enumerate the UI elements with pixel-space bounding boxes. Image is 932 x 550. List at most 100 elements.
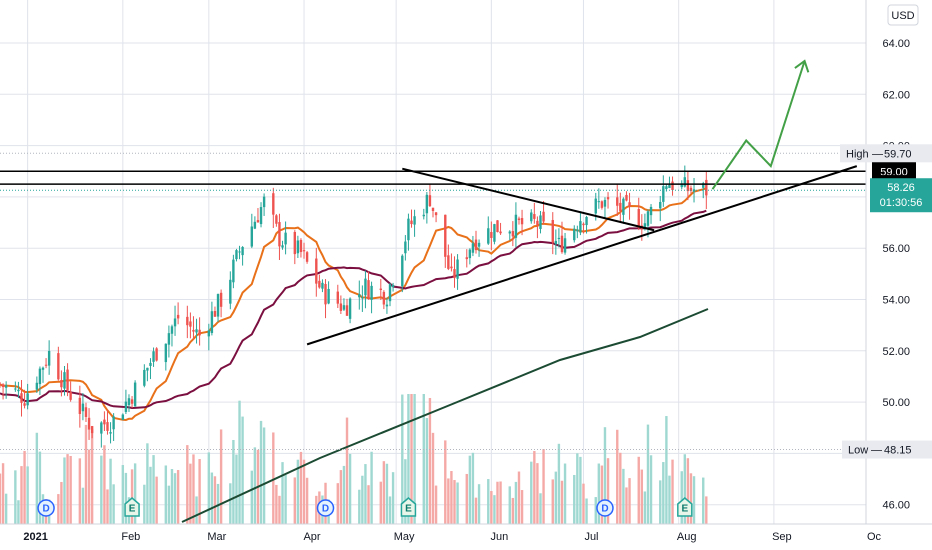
candle-body[interactable]: [646, 211, 650, 226]
candle-body[interactable]: [382, 291, 386, 305]
candle-body[interactable]: [238, 251, 241, 253]
candle-body[interactable]: [1, 384, 5, 388]
candle-body[interactable]: [370, 285, 373, 300]
candle-body[interactable]: [321, 282, 324, 289]
candle-body[interactable]: [499, 231, 502, 234]
candle-body[interactable]: [391, 284, 395, 287]
candle-body[interactable]: [385, 304, 389, 307]
earnings-marker[interactable]: [677, 497, 693, 517]
candle-body[interactable]: [152, 351, 155, 362]
dividend-marker[interactable]: [596, 499, 614, 517]
candle-body[interactable]: [90, 426, 94, 434]
candle-body[interactable]: [63, 372, 66, 389]
candle-body[interactable]: [207, 330, 211, 337]
candle-body[interactable]: [256, 220, 260, 223]
candle-body[interactable]: [705, 179, 708, 196]
candle-body[interactable]: [358, 294, 361, 298]
candle-body[interactable]: [318, 280, 321, 288]
candle-body[interactable]: [539, 215, 542, 229]
candle-body[interactable]: [192, 329, 195, 332]
candle-body[interactable]: [557, 237, 561, 240]
currency-button[interactable]: [887, 4, 919, 26]
candle-body[interactable]: [603, 199, 607, 207]
candle-body[interactable]: [388, 284, 392, 302]
candle-body[interactable]: [683, 177, 687, 187]
candle-body[interactable]: [262, 196, 266, 208]
time-axis[interactable]: 2021 Feb Mar Apr May Jun Jul Aug Sep Oc: [0, 523, 932, 550]
candle-body[interactable]: [106, 422, 109, 431]
candle-body[interactable]: [229, 279, 232, 304]
candle-body[interactable]: [517, 218, 521, 221]
candle-body[interactable]: [425, 194, 429, 214]
candle-body[interactable]: [20, 393, 23, 403]
candle-body[interactable]: [622, 198, 625, 215]
candle-body[interactable]: [692, 189, 696, 192]
candle-body[interactable]: [649, 206, 653, 216]
candle-body[interactable]: [616, 197, 619, 206]
candle-body[interactable]: [78, 397, 82, 414]
price-axis[interactable]: 64.0062.0060.0058.0056.0054.0052.0050.00…: [865, 0, 932, 550]
candle-body[interactable]: [597, 201, 601, 203]
candle-body[interactable]: [606, 197, 610, 200]
candle-body[interactable]: [450, 266, 453, 269]
candle-body[interactable]: [563, 238, 567, 253]
candle-body[interactable]: [585, 216, 588, 226]
candle-body[interactable]: [367, 280, 370, 299]
candle-body[interactable]: [471, 243, 475, 253]
candle-body[interactable]: [401, 255, 404, 287]
projection-path[interactable]: [711, 60, 806, 190]
candle-body[interactable]: [143, 369, 146, 386]
trendline[interactable]: [402, 167, 655, 232]
candle-body[interactable]: [576, 229, 579, 232]
candle-body[interactable]: [100, 422, 103, 434]
candle-body[interactable]: [253, 221, 257, 229]
candle-body[interactable]: [14, 388, 17, 390]
candle-body[interactable]: [57, 353, 60, 380]
candle-body[interactable]: [293, 231, 297, 255]
candle-body[interactable]: [431, 207, 435, 211]
candle-body[interactable]: [422, 214, 425, 217]
candle-body[interactable]: [686, 180, 690, 192]
candle-body[interactable]: [219, 292, 223, 307]
candle-body[interactable]: [533, 214, 536, 219]
candle-body[interactable]: [628, 202, 631, 207]
candle-body[interactable]: [594, 198, 597, 214]
candle-body[interactable]: [468, 249, 472, 259]
candle-body[interactable]: [275, 215, 278, 224]
candle-body[interactable]: [456, 259, 459, 279]
candle-body[interactable]: [348, 298, 352, 319]
candle-body[interactable]: [81, 403, 85, 412]
candle-body[interactable]: [149, 362, 152, 366]
candle-body[interactable]: [210, 311, 214, 334]
candle-body[interactable]: [164, 343, 168, 363]
candle-body[interactable]: [327, 288, 330, 304]
candle-body[interactable]: [554, 240, 558, 245]
candle-body[interactable]: [689, 187, 693, 192]
candle-body[interactable]: [26, 393, 29, 406]
candle-body[interactable]: [490, 232, 493, 238]
candle-body[interactable]: [112, 416, 115, 430]
candle-body[interactable]: [84, 407, 88, 417]
candle-body[interactable]: [407, 218, 410, 241]
candle-body[interactable]: [428, 195, 432, 207]
candle-body[interactable]: [702, 183, 705, 188]
candle-body[interactable]: [47, 350, 51, 366]
candle-body[interactable]: [643, 223, 647, 230]
candle-body[interactable]: [511, 231, 515, 237]
candle-body[interactable]: [315, 258, 318, 284]
candle-body[interactable]: [17, 389, 20, 392]
candle-body[interactable]: [69, 391, 72, 400]
candle-body[interactable]: [87, 417, 91, 430]
candle-body[interactable]: [345, 305, 349, 316]
candle-body[interactable]: [665, 186, 668, 190]
candle-body[interactable]: [496, 220, 499, 233]
candle-body[interactable]: [133, 382, 137, 407]
candle-body[interactable]: [514, 214, 518, 238]
candle-body[interactable]: [671, 181, 674, 191]
candle-body[interactable]: [195, 329, 198, 333]
candle-body[interactable]: [44, 364, 48, 366]
candle-body[interactable]: [41, 367, 45, 370]
candlesticks[interactable]: [0, 165, 708, 448]
candle-body[interactable]: [625, 194, 628, 201]
